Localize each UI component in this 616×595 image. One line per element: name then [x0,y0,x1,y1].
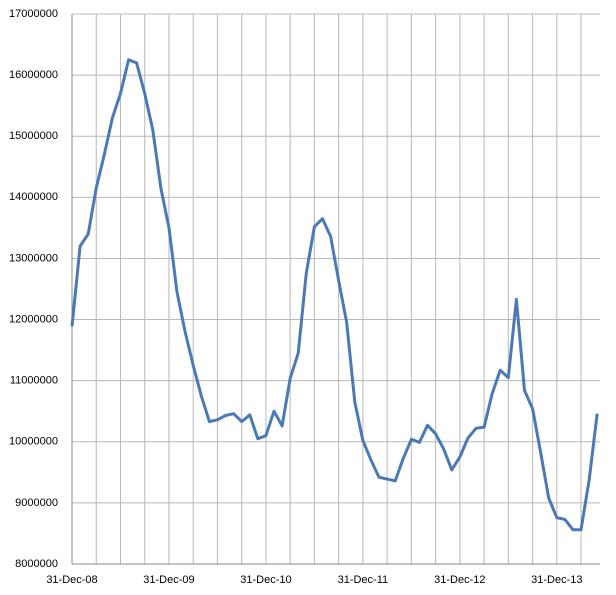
x-tick-label: 31-Dec-10 [240,574,291,586]
y-tick-label: 15000000 [9,130,58,142]
y-tick-label: 8000000 [15,558,58,570]
x-tick-label: 31-Dec-08 [46,574,97,586]
data-line [70,58,599,532]
y-tick-label: 9000000 [15,497,58,509]
x-tick-label: 31-Dec-12 [434,574,485,586]
y-tick-label: 11000000 [10,375,58,387]
y-tick-label: 16000000 [9,69,58,81]
x-tick-label: 31-Dec-09 [143,574,194,586]
x-tick-label: 31-Dec-11 [338,574,389,586]
y-tick-label: 10000000 [9,436,58,448]
y-tick-label: 13000000 [9,252,58,264]
y-tick-label: 17000000 [9,8,58,20]
y-tick-label: 14000000 [9,191,58,203]
y-tick-label: 12000000 [9,313,58,325]
x-tick-label: 31-Dec-13 [531,574,582,586]
